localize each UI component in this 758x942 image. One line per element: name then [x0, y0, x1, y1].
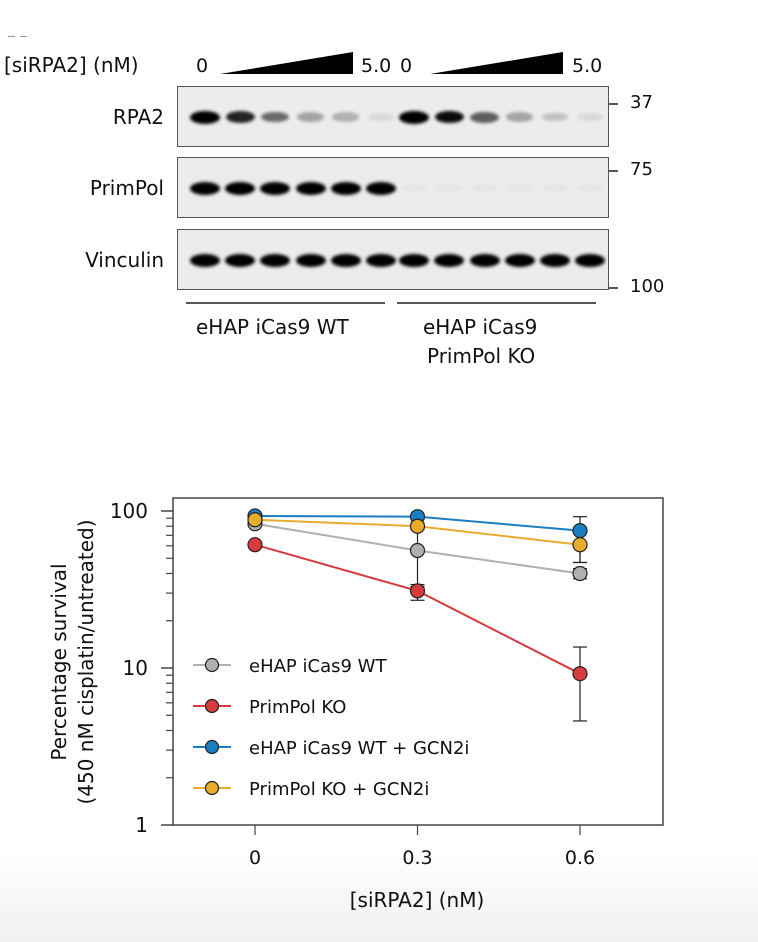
blot-band	[399, 253, 430, 267]
legend-label: PrimPol KO + GCN2i	[249, 779, 429, 800]
mw-label-100: 100	[630, 276, 665, 297]
group2-label-line1: eHAP iCas9	[423, 315, 538, 339]
y-tick-label: 100	[110, 499, 148, 523]
group2-label-line2: PrimPol KO	[427, 344, 536, 368]
group1-label: eHAP iCas9 WT	[196, 315, 349, 339]
group2-low-conc: 0	[400, 55, 413, 77]
blot-band	[470, 111, 499, 123]
group1-bracket-line	[186, 302, 385, 304]
blot-band	[261, 111, 290, 123]
blot-band	[575, 253, 606, 267]
decor-dash	[8, 36, 15, 37]
blot-rpa2	[177, 86, 609, 147]
concentration-label: [siRPA2] (nM)	[4, 53, 139, 77]
blot-band	[330, 181, 361, 195]
blot-band	[366, 181, 396, 195]
y-axis-label-line2: (450 nM cisplatin/untreated)	[74, 519, 98, 804]
row-label-vinculin: Vinculin	[85, 248, 164, 272]
blot-primpol	[177, 157, 609, 218]
blot-band	[469, 253, 500, 267]
blot-band	[260, 181, 291, 195]
blot-band	[540, 253, 570, 267]
data-point	[572, 565, 588, 582]
blot-band	[190, 253, 220, 267]
blot-band	[190, 181, 220, 195]
blot-band	[295, 253, 326, 267]
data-point	[409, 583, 426, 599]
blot-band	[506, 112, 534, 122]
group1-low-conc: 0	[196, 55, 209, 77]
data-point	[247, 537, 263, 553]
decor-dash	[20, 36, 27, 37]
mw-tick-37	[609, 103, 618, 105]
blot-band	[295, 181, 326, 195]
row-label-primpol: PrimPol	[89, 176, 164, 200]
blot-band	[434, 253, 465, 267]
data-point	[409, 518, 426, 534]
data-point	[409, 542, 426, 559]
y-axis-label-line1: Percentage survival	[47, 563, 71, 760]
blot-band	[332, 112, 360, 122]
blot-band	[541, 112, 569, 122]
blot-band	[367, 112, 395, 122]
blot-band	[434, 110, 465, 124]
legend-label: eHAP iCas9 WT	[249, 656, 387, 677]
blot-vinculin	[177, 229, 609, 290]
blot-band	[330, 253, 361, 267]
blot-band	[577, 112, 604, 122]
legend-marker	[204, 780, 220, 796]
group2-gradient-wedge	[430, 52, 563, 74]
data-point	[572, 537, 588, 553]
group2-high-conc: 5.0	[572, 55, 603, 77]
x-tick-label: 0.6	[565, 847, 595, 869]
data-point	[572, 523, 588, 539]
blot-band	[260, 253, 291, 267]
legend-label: eHAP iCas9 WT + GCN2i	[249, 738, 469, 759]
legend-marker	[204, 657, 220, 673]
group1-gradient-wedge	[220, 52, 353, 74]
data-point	[572, 666, 588, 682]
x-axis-label: [siRPA2] (nM)	[350, 888, 485, 912]
mw-tick-75	[609, 170, 618, 172]
blot-band	[190, 110, 220, 124]
blot-band	[225, 181, 256, 195]
blot-band	[366, 253, 396, 267]
mw-label-75: 75	[630, 159, 653, 180]
x-tick-label: 0.3	[402, 847, 432, 869]
mw-label-37: 37	[630, 92, 653, 113]
group2-bracket-line	[397, 302, 596, 304]
group1-high-conc: 5.0	[361, 55, 392, 77]
blot-band	[225, 253, 256, 267]
y-tick-label: 1	[135, 813, 148, 837]
mw-tick-100	[609, 287, 618, 289]
x-tick-label: 0	[249, 847, 261, 869]
blot-band	[399, 110, 430, 124]
blot-band	[225, 110, 255, 124]
blot-band	[297, 112, 325, 122]
legend-label: PrimPol KO	[249, 697, 346, 718]
legend-marker	[204, 739, 220, 755]
legend-marker	[204, 698, 220, 714]
row-label-rpa2: RPA2	[112, 105, 164, 129]
blot-band	[504, 253, 535, 267]
data-point	[247, 512, 263, 528]
y-tick-label: 10	[123, 656, 148, 680]
